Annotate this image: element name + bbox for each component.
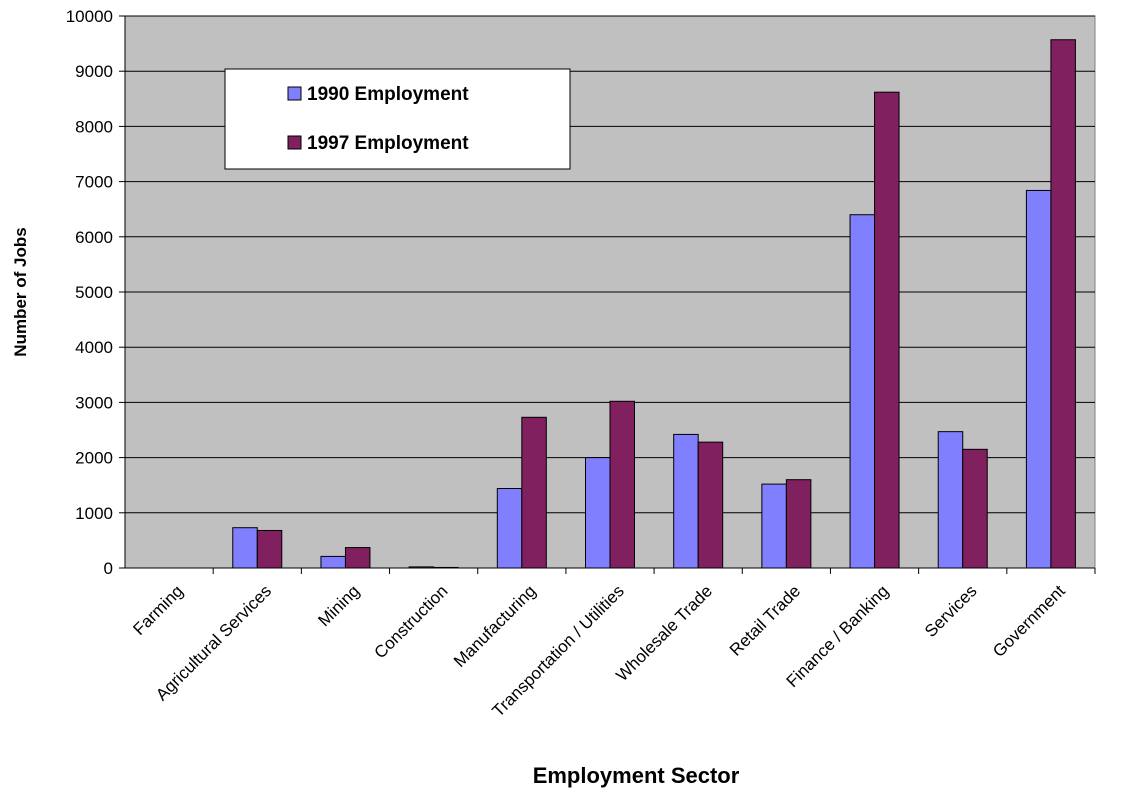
legend-swatch-1990 (287, 86, 302, 101)
x-tick-label: Government (989, 581, 1069, 661)
bar-1990-employment (673, 433, 699, 569)
legend-box (224, 68, 571, 170)
legend: 1990 Employment 1997 Employment (224, 68, 571, 170)
bar-1997-employment (609, 400, 635, 569)
y-tick-label: 10000 (66, 7, 113, 26)
y-axis-title: Number of Jobs (11, 227, 30, 356)
y-tick-label: 7000 (75, 173, 113, 192)
bar-1990-employment (496, 488, 523, 569)
bar-1997-employment (1050, 39, 1076, 569)
x-tick-label: Construction (371, 581, 452, 662)
bar-1990-employment (585, 457, 611, 569)
y-tick-label: 6000 (75, 228, 113, 247)
legend-label-1990: 1990 Employment (307, 84, 469, 105)
bar-1997-employment (874, 91, 900, 569)
bar-1997-employment (256, 529, 283, 569)
y-tick-label: 2000 (75, 449, 113, 468)
y-tick-label: 4000 (75, 338, 113, 357)
x-tick-label: Services (921, 581, 981, 641)
y-tick-label: 5000 (75, 283, 113, 302)
bar-1990-employment (761, 483, 787, 569)
bar-1997-employment (785, 479, 812, 569)
bar-1997-employment (344, 547, 371, 569)
legend-label-1997: 1997 Employment (307, 133, 469, 154)
x-tick-label: Manufacturing (450, 581, 540, 671)
x-tick-label: Retail Trade (726, 581, 804, 659)
bar-1990-employment (849, 214, 876, 569)
bar-1990-employment (320, 555, 346, 569)
bar-1990-employment (232, 527, 258, 569)
x-tick-label: Mining (314, 581, 363, 630)
y-tick-label: 9000 (75, 62, 113, 81)
y-tick-label: 3000 (75, 393, 113, 412)
x-tick-label: Farming (129, 581, 187, 639)
bar-1990-employment (1025, 189, 1052, 569)
bar-1990-employment (937, 431, 964, 569)
y-tick-label: 0 (104, 559, 113, 578)
bars (232, 39, 1076, 569)
y-tick-label: 1000 (75, 504, 113, 523)
bar-1997-employment (521, 416, 547, 569)
y-tick-label: 8000 (75, 117, 113, 136)
bar-1997-employment (697, 441, 724, 569)
x-axis-title: Employment Sector (533, 763, 740, 788)
legend-swatch-1997 (287, 135, 302, 150)
bar-1997-employment (962, 448, 988, 569)
x-tick-label: Wholesale Trade (612, 581, 716, 685)
